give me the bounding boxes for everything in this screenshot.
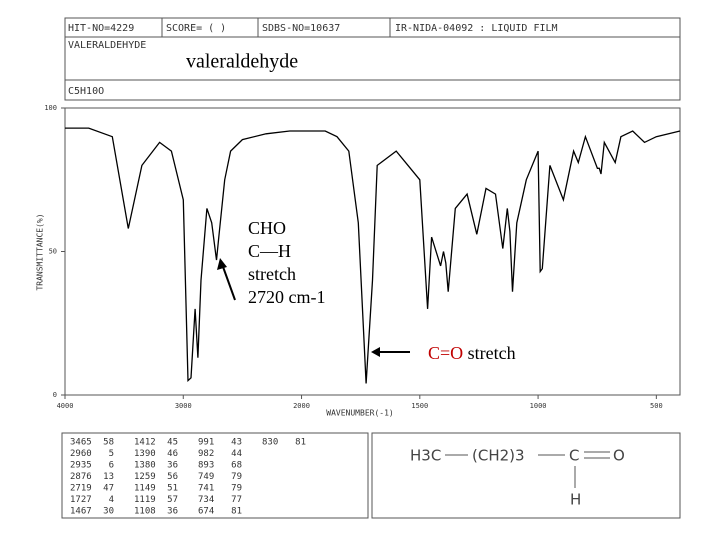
peak-wavenumber: 1149 [134, 484, 156, 494]
peak-wavenumber: 1412 [134, 438, 156, 448]
peak-transmittance: 58 [103, 438, 114, 448]
peak-wavenumber: 1108 [134, 507, 156, 517]
score: SCORE= ( ) [166, 23, 226, 34]
sdbs-no: SDBS-NO=10637 [262, 23, 340, 34]
y-tick-label: 50 [49, 248, 57, 256]
peak-wavenumber: 1380 [134, 461, 156, 471]
structure-part: (CH2)3 [472, 447, 525, 465]
peak-wavenumber: 1259 [134, 472, 156, 482]
structure-part: C [569, 447, 579, 465]
structure-part: O [613, 447, 625, 465]
structure-part: H [570, 491, 581, 509]
spectrum [65, 127, 681, 384]
cho-annotation: C—H [248, 241, 291, 261]
peak-transmittance: 81 [295, 438, 306, 448]
peak-transmittance: 56 [167, 472, 178, 482]
arrow-head [217, 258, 227, 270]
cho-annotation: CHO [248, 218, 286, 238]
peak-transmittance: 36 [167, 507, 178, 517]
structure-box [371, 432, 681, 519]
peak-transmittance: 36 [167, 461, 178, 471]
co-text: stretch [468, 343, 516, 363]
formula: C5H10O [68, 86, 104, 97]
x-axis-label: WAVENUMBER(-1) [326, 409, 393, 418]
peak-transmittance: 30 [103, 507, 114, 517]
peak-wavenumber: 893 [198, 461, 214, 471]
header-box [64, 17, 681, 101]
peak-transmittance: 6 [109, 461, 114, 471]
arrow [221, 263, 236, 301]
peak-transmittance: 43 [231, 438, 242, 448]
cho-annotation: 2720 cm-1 [248, 287, 325, 307]
y-tick-label: 100 [44, 104, 57, 112]
peak-wavenumber: 2876 [70, 472, 92, 482]
x-tick-label: 1500 [411, 402, 428, 410]
peak-wavenumber: 982 [198, 449, 214, 459]
peak-transmittance: 44 [231, 449, 242, 459]
peak-wavenumber: 741 [198, 484, 214, 494]
peak-table-box [61, 432, 369, 519]
peak-transmittance: 68 [231, 461, 242, 471]
peak-transmittance: 47 [103, 484, 114, 494]
peak-transmittance: 4 [109, 495, 114, 505]
compound: VALERALDEHYDE [68, 40, 146, 51]
peak-transmittance: 79 [231, 484, 242, 494]
cho-annotation: stretch [248, 264, 296, 284]
peak-transmittance: 77 [231, 495, 242, 505]
structure-part: H3C [410, 447, 441, 465]
peak-wavenumber: 3465 [70, 438, 92, 448]
hit-no: HIT-NO=4229 [68, 23, 134, 34]
peak-transmittance: 51 [167, 484, 178, 494]
peak-wavenumber: 1119 [134, 495, 156, 505]
peak-wavenumber: 734 [198, 495, 214, 505]
x-tick-label: 1000 [530, 402, 547, 410]
y-tick-label: 0 [53, 391, 57, 399]
arrow-head [371, 347, 380, 357]
peak-wavenumber: 1467 [70, 507, 92, 517]
peak-wavenumber: 2935 [70, 461, 92, 471]
peak-transmittance: 5 [109, 449, 114, 459]
peak-transmittance: 46 [167, 449, 178, 459]
peak-wavenumber: 674 [198, 507, 214, 517]
peak-wavenumber: 749 [198, 472, 214, 482]
peak-wavenumber: 830 [262, 438, 278, 448]
peak-wavenumber: 991 [198, 438, 214, 448]
peak-wavenumber: 1390 [134, 449, 156, 459]
title: valeraldehyde [186, 51, 298, 73]
x-tick-label: 2000 [293, 402, 310, 410]
peak-transmittance: 57 [167, 495, 178, 505]
co-annotation: C=O stretch [428, 343, 516, 363]
x-tick-label: 3000 [175, 402, 192, 410]
peak-transmittance: 13 [103, 472, 114, 482]
peak-transmittance: 45 [167, 438, 178, 448]
peak-transmittance: 81 [231, 507, 242, 517]
method: IR-NIDA-04092 : LIQUID FILM [395, 23, 558, 34]
peak-transmittance: 79 [231, 472, 242, 482]
x-tick-label: 500 [650, 402, 663, 410]
peak-wavenumber: 2719 [70, 484, 92, 494]
y-axis-label: TRANSMITTANCE(%) [36, 213, 45, 290]
peak-wavenumber: 1727 [70, 495, 92, 505]
peak-wavenumber: 2960 [70, 449, 92, 459]
co-bond: C=O [428, 343, 463, 363]
x-tick-label: 4000 [57, 402, 74, 410]
